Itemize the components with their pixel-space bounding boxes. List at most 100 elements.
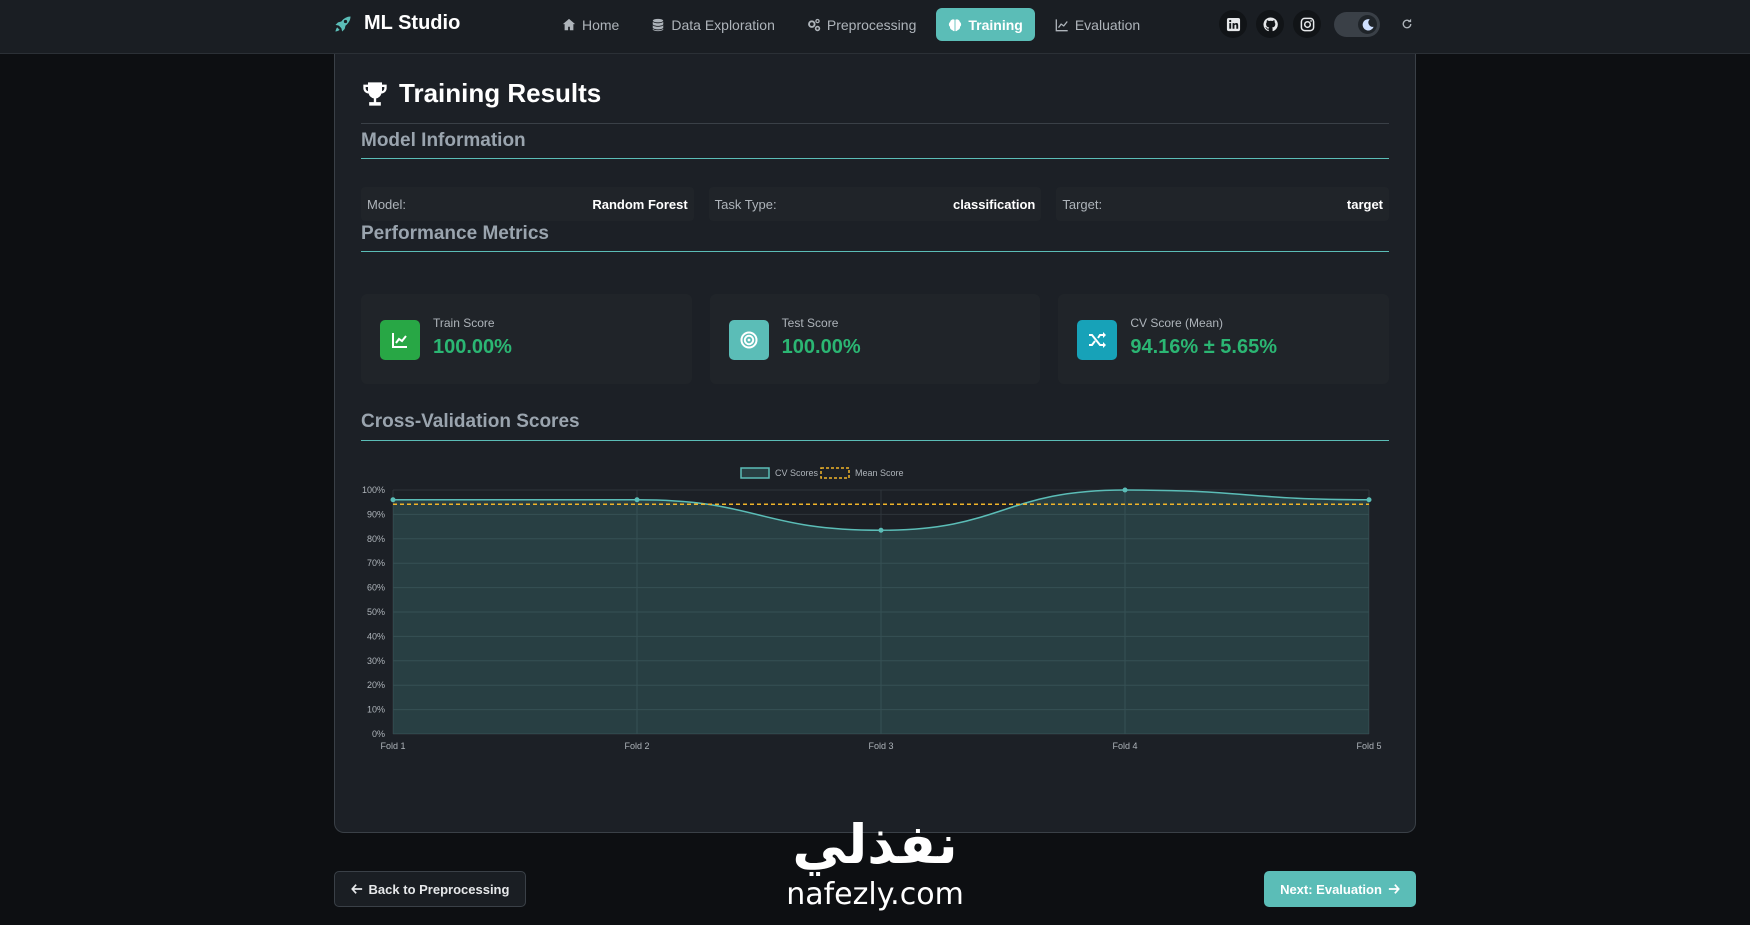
target-info-cell: Target: target bbox=[1056, 187, 1390, 221]
brand-name: ML Studio bbox=[364, 12, 461, 34]
theme-toggle[interactable] bbox=[1334, 12, 1380, 37]
y-tick-label: 30% bbox=[367, 656, 385, 666]
shuffle-icon bbox=[1077, 320, 1118, 360]
refresh-icon bbox=[1402, 18, 1412, 29]
x-tick-label: Fold 5 bbox=[1356, 741, 1381, 751]
nav-data-exploration[interactable]: Data Exploration bbox=[639, 8, 787, 41]
linkedin-icon bbox=[1226, 17, 1240, 31]
page-title: Training Results bbox=[399, 78, 602, 108]
moon-icon bbox=[1362, 18, 1374, 31]
watermark: نفذلي nafezly.com bbox=[765, 813, 985, 913]
instagram-icon bbox=[1300, 17, 1314, 31]
cv-score-value: 94.16% ± 5.65% bbox=[1130, 336, 1277, 358]
legend-cv-swatch bbox=[740, 467, 770, 479]
y-tick-label: 40% bbox=[367, 631, 385, 641]
linkedin-button[interactable] bbox=[1219, 10, 1247, 38]
cross-validation-heading: Cross-Validation Scores bbox=[361, 411, 580, 432]
nav-home-label: Home bbox=[582, 16, 620, 33]
train-score-card: Train Score 100.00% bbox=[361, 294, 692, 384]
target-icon bbox=[728, 320, 769, 360]
gears-icon bbox=[807, 18, 821, 31]
model-info-cell: Model: Random Forest bbox=[361, 187, 694, 221]
performance-metrics-divider bbox=[361, 251, 1389, 252]
nav-evaluation[interactable]: Evaluation bbox=[1043, 8, 1152, 41]
title-divider bbox=[361, 123, 1389, 124]
train-score-value: 100.00% bbox=[433, 336, 512, 358]
navbar: ML Studio Home Data Exploration Preproce… bbox=[0, 0, 1750, 54]
x-tick-label: Fold 4 bbox=[1112, 741, 1137, 751]
y-tick-label: 80% bbox=[367, 534, 385, 544]
instagram-button[interactable] bbox=[1293, 10, 1321, 38]
model-info-row: Model: Random Forest Task Type: classifi… bbox=[361, 187, 1390, 221]
test-score-card: Test Score 100.00% bbox=[709, 294, 1041, 384]
cv-area-fill bbox=[393, 490, 1369, 734]
arrow-right-icon bbox=[1388, 884, 1400, 894]
card-title: Training Results bbox=[361, 78, 601, 109]
cv-score-point bbox=[1122, 487, 1128, 493]
legend-mean-label: Mean Score bbox=[855, 468, 904, 478]
task-type-label: Task Type: bbox=[714, 196, 777, 212]
brain-icon bbox=[949, 18, 962, 31]
model-information-heading: Model Information bbox=[361, 130, 526, 151]
model-value: Random Forest bbox=[592, 196, 688, 212]
brand[interactable]: ML Studio bbox=[332, 12, 460, 35]
cv-scores-chart: 0% 10% 20% 30% 40% 50% 60% 70% 80% 90% 100% Fold 1 F… bbox=[361, 454, 1389, 784]
training-results-card: Training Results Model Information Model… bbox=[334, 54, 1416, 833]
test-score-label: Test Score bbox=[781, 316, 839, 330]
cv-score-point bbox=[878, 527, 884, 533]
watermark-logo: نفذلي bbox=[792, 813, 958, 876]
model-label: Model: bbox=[367, 196, 407, 212]
social-links bbox=[1219, 10, 1321, 38]
cv-chart-svg: 0% 10% 20% 30% 40% 50% 60% 70% 80% 90% 100% Fold 1 F… bbox=[362, 467, 1382, 751]
cv-score-point bbox=[390, 497, 396, 503]
nav-training-label: Training bbox=[968, 16, 1023, 33]
y-tick-label: 70% bbox=[367, 558, 385, 568]
task-type-value: classification bbox=[952, 196, 1036, 212]
main-nav: Home Data Exploration Preprocessing Trai… bbox=[550, 8, 1152, 41]
refresh-button[interactable] bbox=[1398, 15, 1416, 33]
cv-score-point bbox=[634, 497, 640, 503]
toggle-knob bbox=[1358, 15, 1377, 34]
y-tick-label: 20% bbox=[367, 680, 385, 690]
nav-preprocessing-label: Preprocessing bbox=[826, 16, 917, 33]
y-tick-label: 10% bbox=[367, 705, 385, 715]
metrics-row: Train Score 100.00% Test Score 100.00% C… bbox=[361, 294, 1390, 384]
back-to-preprocessing-button[interactable]: Back to Preprocessing bbox=[334, 871, 526, 907]
legend-mean-swatch bbox=[820, 467, 850, 479]
cv-score-point bbox=[1366, 497, 1372, 503]
nav-evaluation-label: Evaluation bbox=[1074, 16, 1141, 33]
legend-cv-label: CV Scores bbox=[775, 468, 819, 478]
github-icon bbox=[1262, 16, 1278, 31]
cv-score-card: CV Score (Mean) 94.16% ± 5.65% bbox=[1058, 294, 1390, 384]
x-tick-label: Fold 3 bbox=[868, 741, 893, 751]
trophy-icon bbox=[363, 81, 387, 106]
y-tick-label: 60% bbox=[367, 583, 385, 593]
database-icon bbox=[653, 18, 664, 31]
y-tick-label: 50% bbox=[367, 607, 385, 617]
line-chart-icon bbox=[380, 320, 420, 360]
target-label: Target: bbox=[1062, 196, 1103, 212]
back-button-label: Back to Preprocessing bbox=[368, 881, 510, 897]
model-information-divider bbox=[361, 158, 1389, 159]
x-tick-label: Fold 1 bbox=[380, 741, 405, 751]
target-value: target bbox=[1346, 196, 1384, 212]
test-score-value: 100.00% bbox=[781, 336, 861, 358]
nav-training[interactable]: Training bbox=[936, 8, 1035, 41]
y-tick-label: 0% bbox=[372, 729, 385, 739]
performance-metrics-heading: Performance Metrics bbox=[361, 223, 549, 244]
task-type-info-cell: Task Type: classification bbox=[708, 187, 1042, 221]
nav-data-exploration-label: Data Exploration bbox=[671, 16, 775, 33]
next-button-label: Next: Evaluation bbox=[1280, 881, 1382, 897]
y-tick-label: 100% bbox=[362, 485, 385, 495]
x-tick-label: Fold 2 bbox=[624, 741, 649, 751]
watermark-domain: nafezly.com bbox=[786, 877, 964, 912]
nav-preprocessing[interactable]: Preprocessing bbox=[795, 8, 929, 41]
nav-home[interactable]: Home bbox=[550, 8, 631, 41]
next-evaluation-button[interactable]: Next: Evaluation bbox=[1264, 871, 1416, 907]
line-chart-icon bbox=[1055, 18, 1068, 31]
arrow-left-icon bbox=[350, 884, 362, 894]
y-tick-label: 90% bbox=[367, 509, 385, 519]
rocket-icon bbox=[332, 13, 354, 35]
cv-score-label: CV Score (Mean) bbox=[1130, 316, 1224, 330]
github-button[interactable] bbox=[1256, 10, 1284, 38]
